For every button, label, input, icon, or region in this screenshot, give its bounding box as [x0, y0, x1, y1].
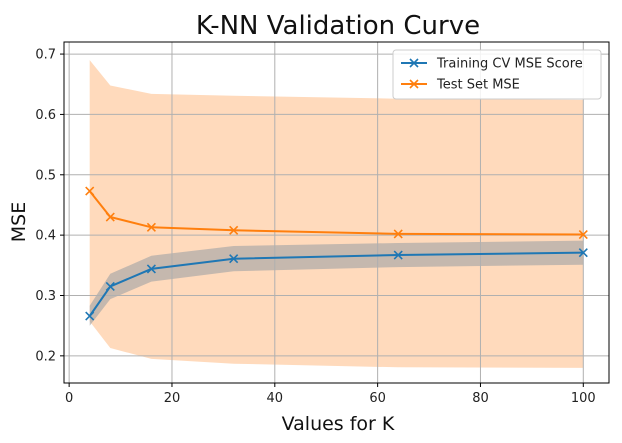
legend-marker-swatch — [409, 58, 419, 68]
data-point-marker — [578, 229, 588, 240]
data-point-marker — [105, 212, 115, 222]
legend-entry-label: Test Set MSE — [436, 78, 520, 93]
legend-box — [392, 49, 602, 100]
data-point-marker — [146, 222, 156, 232]
error-bands — [89, 60, 584, 368]
plot-frame — [63, 41, 610, 384]
error-band — [89, 60, 584, 368]
data-point-marker — [146, 264, 156, 274]
y-tick-label: 0.5 — [35, 168, 56, 183]
series-markers — [85, 186, 588, 321]
x-tick-label: 80 — [472, 391, 489, 406]
legend: Training CV MSE Score Test Set MSE — [392, 49, 602, 100]
series-line — [88, 251, 584, 317]
data-point-marker — [105, 281, 115, 291]
x-axis-label: Values for K — [282, 413, 395, 435]
y-tick-label: 0.6 — [35, 108, 56, 123]
x-tick-label: 40 — [267, 391, 284, 406]
legend-marker-swatch — [409, 79, 419, 89]
y-tick-label: 0.3 — [35, 289, 56, 304]
data-point-marker — [393, 250, 403, 260]
y-tick-label: 0.2 — [35, 349, 56, 364]
chart-title: K-NN Validation Curve — [196, 11, 480, 41]
x-tick-label: 20 — [164, 391, 181, 406]
y-tick-label: 0.7 — [35, 48, 56, 63]
data-point-marker — [85, 311, 95, 321]
data-point-marker — [393, 229, 403, 239]
data-point-marker — [578, 248, 588, 258]
x-tick-label: 60 — [369, 391, 386, 406]
legend-entry-label: Training CV MSE Score — [436, 57, 583, 72]
data-point-marker — [85, 186, 95, 196]
y-tick-label: 0.4 — [35, 229, 56, 244]
data-point-marker — [229, 225, 239, 235]
data-point-marker — [229, 254, 239, 264]
y-axis-label: MSE — [8, 202, 30, 242]
y-axis-ticks: 0.2 0.3 0.4 0.5 0.6 0.7 — [35, 48, 64, 364]
x-tick-label: 0 — [65, 391, 73, 406]
x-tick-label: 100 — [571, 391, 596, 406]
x-axis-ticks: 0 20 40 60 80 100 — [65, 383, 596, 406]
